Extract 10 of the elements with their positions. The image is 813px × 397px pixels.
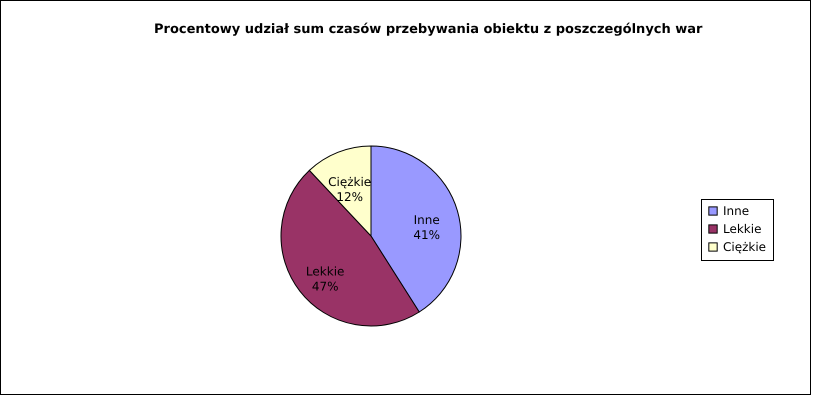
slice-label: Inne [414, 212, 440, 227]
legend-label: Ciężkie [723, 240, 766, 254]
slice-label: Ciężkie [328, 175, 372, 190]
data-label: 41% [413, 228, 440, 242]
legend-label: Inne [723, 204, 750, 218]
slice-label: Lekkie [306, 264, 344, 279]
chart-title: Procentowy udział sum czasów przebywania obiektu z poszczególnych war [154, 22, 704, 37]
legend-label: Lekkie [723, 222, 762, 236]
data-label: 47% [312, 280, 339, 294]
data-label: 12% [336, 190, 363, 204]
